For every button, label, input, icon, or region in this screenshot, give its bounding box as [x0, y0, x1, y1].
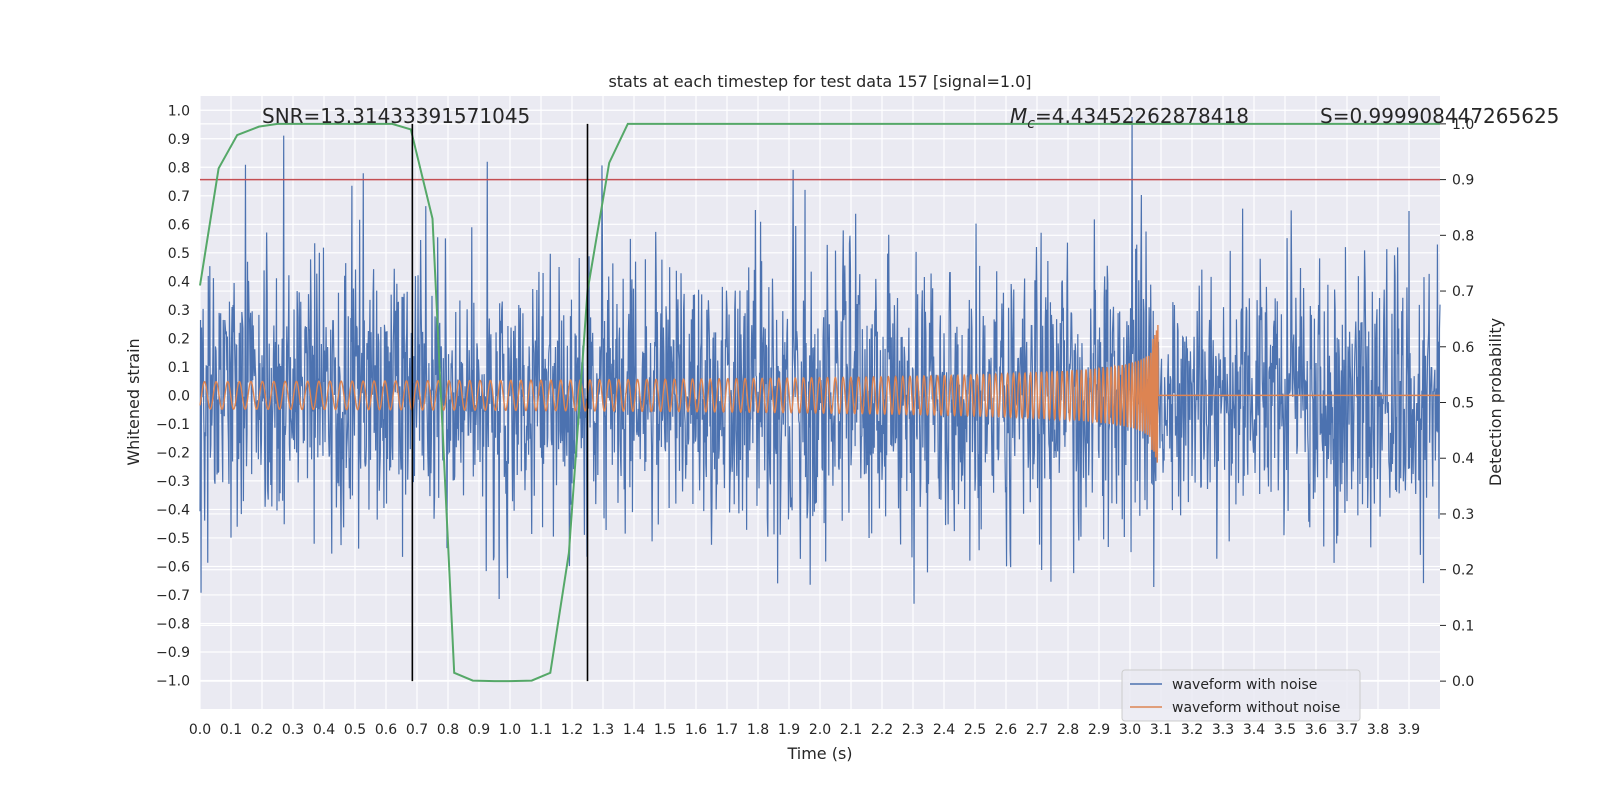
y2-tick-label: 0.8: [1452, 228, 1474, 244]
detection-probability-line: [199, 122, 1440, 683]
x-tick-label: 1.7: [716, 722, 738, 738]
mc-symbol: M: [1010, 104, 1027, 128]
x-tick-label: 2.7: [1026, 722, 1048, 738]
x-tick-label: 2.1: [840, 722, 862, 738]
y-tick-label: −0.6: [156, 559, 190, 575]
legend: waveform with noise waveform without noi…: [1121, 669, 1361, 722]
y2-tick-label: 0.3: [1452, 507, 1474, 523]
x-tick-label: 0.9: [468, 722, 490, 738]
y-tick-label: 0.9: [168, 132, 190, 148]
y-tick-label: −1.0: [156, 673, 190, 689]
y2-tick-label: 0.6: [1452, 340, 1474, 356]
x-tick-label: 3.5: [1274, 722, 1296, 738]
x-tick-label: 0.5: [344, 722, 366, 738]
y-tick-label: 0.8: [168, 160, 190, 176]
x-tick-label: 1.9: [778, 722, 800, 738]
x-tick-label: 3.9: [1398, 722, 1420, 738]
x-tick-label: 3.1: [1150, 722, 1172, 738]
y-tick-label: −0.5: [156, 531, 190, 547]
y-tick-label: 0.7: [168, 189, 190, 205]
mc-subscript: c: [1027, 116, 1035, 132]
x-tick-label: 1.8: [747, 722, 769, 738]
x-tick-label: 2.3: [902, 722, 924, 738]
y-tick-label: 1.0: [168, 103, 190, 119]
x-tick-label: 1.5: [654, 722, 676, 738]
x-tick-label: 1.4: [623, 722, 645, 738]
y-tick-labels: −1.0 −0.9 −0.8 −0.7 −0.6 −0.5 −0.4 −0.3 −0.2 −0.1…: [156, 103, 190, 689]
x-tick-label: 0.0: [189, 722, 211, 738]
x-tick-labels: 0.0 0.1 0.2 0.3 0.4 0.5 0.6 0.7 0.8 0.9 1.0 1.1 1.2 1…: [189, 722, 1420, 738]
x-tick-label: 1.1: [530, 722, 552, 738]
x-axis-label: Time (s): [786, 744, 852, 763]
y2-tick-label: 0.5: [1452, 396, 1474, 412]
x-tick-label: 3.4: [1243, 722, 1265, 738]
x-tick-label: 2.4: [933, 722, 955, 738]
x-tick-label: 3.2: [1181, 722, 1203, 738]
x-tick-label: 2.8: [1057, 722, 1079, 738]
y-tick-label: 0.5: [168, 246, 190, 262]
x-tick-label: 2.9: [1088, 722, 1110, 738]
vertical-markers: [411, 123, 589, 682]
x-tick-label: 2.0: [809, 722, 831, 738]
x-tick-label: 0.8: [437, 722, 459, 738]
x-tick-label: 1.6: [685, 722, 707, 738]
y2-tick-labels: 0.0 0.1 0.2 0.3 0.4 0.5 0.6 0.7 0.8 0.9 1.0: [1440, 117, 1474, 690]
y-tick-label: −0.4: [156, 502, 190, 518]
legend-box: [1121, 669, 1361, 722]
y2-tick-label: 0.7: [1452, 284, 1474, 300]
y2-axis-label: Detection probability: [1486, 318, 1505, 486]
x-tick-label: 2.2: [871, 722, 893, 738]
x-tick-label: 1.3: [592, 722, 614, 738]
x-tick-label: 3.8: [1367, 722, 1389, 738]
x-tick-label: 1.0: [499, 722, 521, 738]
s-annotation: S=0.999908447265625: [1320, 104, 1559, 128]
y2-tick-label: 0.1: [1452, 618, 1474, 634]
noise-waveform-line: [199, 116, 1441, 604]
y-tick-label: 0.6: [168, 217, 190, 233]
y-tick-label: −0.2: [156, 445, 190, 461]
x-tick-label: 0.6: [375, 722, 397, 738]
clean-waveform-series: [199, 325, 1440, 463]
y-tick-label: −0.9: [156, 645, 190, 661]
y-tick-label: −0.8: [156, 616, 190, 632]
x-tick-label: 2.6: [995, 722, 1017, 738]
y-tick-label: −0.1: [156, 417, 190, 433]
y-tick-label: −0.7: [156, 588, 190, 604]
x-tick-label: 0.4: [313, 722, 335, 738]
y-tick-label: 0.1: [168, 360, 190, 376]
clean-waveform-line: [199, 325, 1440, 463]
y-tick-label: −0.3: [156, 474, 190, 490]
y-tick-label: 0.4: [168, 274, 190, 290]
x-tick-label: 2.5: [964, 722, 986, 738]
y-tick-label: 0.0: [168, 388, 190, 404]
y2-tick-label: 0.4: [1452, 451, 1474, 467]
snr-annotation: SNR=13.31433391571045: [262, 104, 530, 128]
detection-probability-series: [199, 122, 1440, 683]
x-tick-label: 0.1: [220, 722, 242, 738]
y-axis-label: Whitened strain: [124, 338, 143, 465]
x-tick-label: 0.3: [282, 722, 304, 738]
chart-title: stats at each timestep for test data 157…: [608, 72, 1031, 91]
mc-value: =4.43452262878418: [1035, 104, 1249, 128]
noise-waveform-series: [199, 116, 1441, 604]
legend-label-clean: waveform without noise: [1172, 700, 1340, 716]
y2-tick-label: 1.0: [1452, 117, 1474, 133]
x-tick-label: 3.7: [1336, 722, 1358, 738]
legend-label-noise: waveform with noise: [1172, 677, 1317, 693]
mc-annotation: Mc=4.43452262878418: [1010, 104, 1249, 132]
x-tick-label: 0.7: [406, 722, 428, 738]
x-tick-label: 3.3: [1212, 722, 1234, 738]
y-tick-label: 0.3: [168, 303, 190, 319]
y2-tick-label: 0.2: [1452, 563, 1474, 579]
x-tick-label: 0.2: [251, 722, 273, 738]
x-tick-label: 3.0: [1119, 722, 1141, 738]
y2-tick-label: 0.9: [1452, 173, 1474, 189]
y-tick-label: 0.2: [168, 331, 190, 347]
x-tick-label: 3.6: [1305, 722, 1327, 738]
y2-tick-label: 0.0: [1452, 674, 1474, 690]
x-tick-label: 1.2: [561, 722, 583, 738]
